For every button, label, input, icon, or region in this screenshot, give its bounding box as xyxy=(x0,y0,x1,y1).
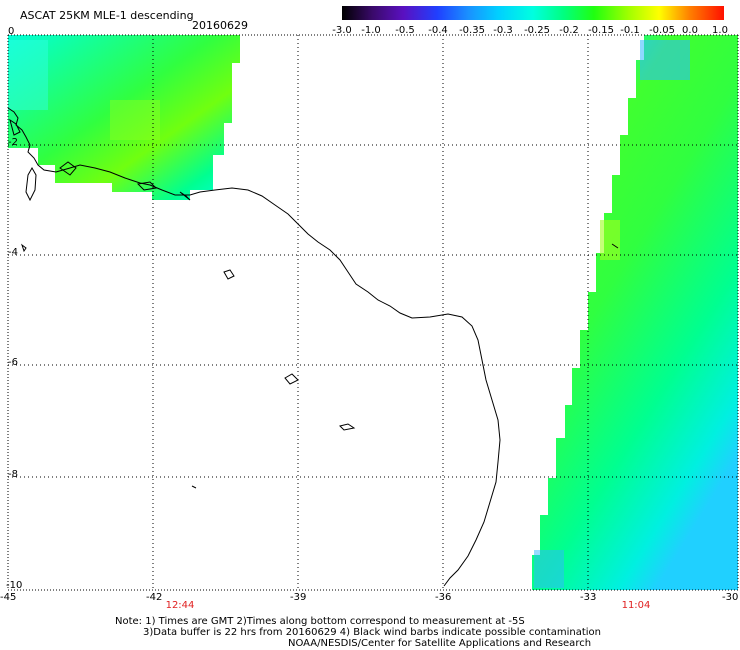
y-axis-label: -4 xyxy=(8,247,18,258)
colorbar-label: -0.35 xyxy=(459,25,485,36)
colorbar-label: 1.0 xyxy=(712,25,728,36)
product-title: ASCAT 25KM MLE-1 descending xyxy=(20,9,194,22)
pass-time-label: 11:04 xyxy=(621,600,651,611)
colorbar-label: -0.25 xyxy=(524,25,550,36)
y-axis-label: -2 xyxy=(8,137,18,148)
note-line-1: Note: 1) Times are GMT 2)Times along bot… xyxy=(115,616,525,627)
colorbar-label: -3.0 xyxy=(332,25,352,36)
map-frame xyxy=(7,34,739,591)
x-axis-label: -39 xyxy=(290,592,307,603)
swath-right xyxy=(532,35,738,590)
x-axis-label: -33 xyxy=(580,592,597,603)
x-axis-label: -42 xyxy=(146,592,163,603)
note-line-3: NOAA/NESDIS/Center for Satellite Applica… xyxy=(288,638,592,649)
x-axis-label: -36 xyxy=(435,592,452,603)
coastline xyxy=(7,107,501,587)
colorbar-label: -0.1 xyxy=(620,25,640,36)
colorbar-label: -0.4 xyxy=(428,25,448,36)
pass-time-label: 12:44 xyxy=(165,600,195,611)
graticule xyxy=(8,35,738,590)
colorbar-label: -0.3 xyxy=(493,25,513,36)
colorbar-label: -0.15 xyxy=(588,25,614,36)
color-scale-bar xyxy=(342,6,724,20)
swath-left xyxy=(8,35,240,200)
y-axis-label: 0 xyxy=(8,26,15,37)
product-date: 20160629 xyxy=(192,19,248,32)
colorbar-label: 0.0 xyxy=(682,25,698,36)
y-axis-label: -6 xyxy=(8,357,18,368)
colorbar-label: -0.5 xyxy=(395,25,415,36)
x-axis-label: -45 xyxy=(0,592,17,603)
colorbar-label: -0.2 xyxy=(559,25,579,36)
note-line-2: 3)Data buffer is 22 hrs from 20160629 4)… xyxy=(143,627,601,638)
islands xyxy=(9,118,619,489)
y-axis-label: -10 xyxy=(6,580,23,591)
y-axis-label: -8 xyxy=(8,469,18,480)
x-axis-label: -30 xyxy=(722,592,739,603)
colorbar-label: -1.0 xyxy=(361,25,381,36)
colorbar-label: -0.05 xyxy=(649,25,675,36)
